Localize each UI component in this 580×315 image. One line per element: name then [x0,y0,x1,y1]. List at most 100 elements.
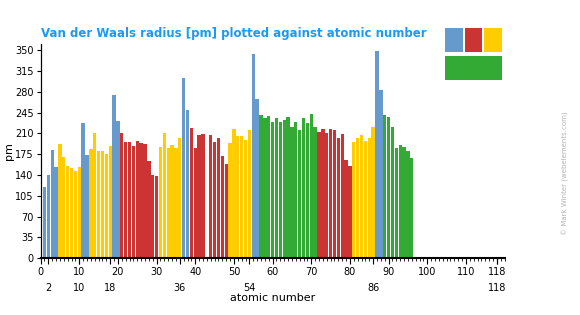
Bar [201,134,205,258]
Bar [465,28,482,52]
Bar [97,151,100,258]
Bar [387,117,390,258]
Bar [279,122,282,258]
Bar [252,54,255,258]
Bar [224,164,228,258]
Bar [333,130,336,258]
Bar [66,166,70,258]
Bar [256,99,259,258]
Bar [213,142,216,258]
Bar [398,145,402,258]
Bar [124,142,128,258]
Bar [209,135,212,258]
Bar [403,147,406,258]
Bar [298,130,302,258]
Bar [78,167,81,258]
Bar [89,149,92,258]
Bar [271,122,274,258]
Bar [287,117,290,258]
Bar [55,167,58,258]
Bar [244,140,247,258]
Bar [325,133,328,258]
Bar [395,148,398,258]
X-axis label: atomic number: atomic number [230,293,315,303]
Bar [70,168,73,258]
Bar [178,138,182,258]
Bar [58,144,61,258]
Bar [329,129,332,258]
Bar [345,159,348,258]
Bar [140,143,143,258]
Bar [294,122,298,258]
Bar [321,129,325,258]
Bar [85,155,89,258]
Bar [128,142,131,258]
Bar [62,157,66,258]
Bar [263,118,267,258]
Bar [236,136,240,258]
Bar [74,171,77,258]
Bar [391,127,394,258]
Bar [50,150,54,258]
Bar [314,127,317,258]
Bar [317,132,321,258]
Bar [162,133,166,258]
Bar [159,147,162,258]
Bar [151,175,154,258]
Bar [46,175,50,258]
Bar [356,138,360,258]
Bar [275,118,278,258]
Bar [445,56,502,81]
Bar [113,95,116,258]
Bar [375,51,379,258]
Bar [282,120,286,258]
Bar [352,142,356,258]
Bar [155,175,158,258]
Bar [43,187,46,258]
Text: Van der Waals radius [pm] plotted against atomic number: Van der Waals radius [pm] plotted agains… [41,27,426,40]
Y-axis label: pm: pm [3,142,14,160]
Bar [194,148,197,258]
Bar [147,161,151,258]
Bar [143,144,147,258]
Bar [291,127,293,258]
Bar [407,151,409,258]
Bar [104,154,108,258]
Text: © Mark Winter (webelements.com): © Mark Winter (webelements.com) [562,112,569,235]
Bar [259,116,263,258]
Bar [306,123,309,258]
Bar [445,28,463,52]
Bar [232,129,235,258]
Bar [267,116,270,258]
Bar [240,136,244,258]
Bar [217,138,220,258]
Bar [484,28,502,52]
Bar [229,143,232,258]
Bar [310,114,313,258]
Bar [136,141,139,258]
Bar [120,133,124,258]
Bar [221,156,224,258]
Bar [248,130,251,258]
Bar [368,138,371,258]
Bar [383,116,386,258]
Bar [108,146,112,258]
Bar [117,121,119,258]
Bar [93,133,96,258]
Bar [340,134,344,258]
Bar [81,123,85,258]
Bar [337,138,340,258]
Bar [198,135,201,258]
Bar [364,141,367,258]
Bar [349,166,351,258]
Bar [171,145,174,258]
Bar [175,148,177,258]
Bar [379,90,383,258]
Bar [410,158,414,258]
Bar [101,151,104,258]
Bar [186,110,189,258]
Bar [166,148,170,258]
Bar [190,128,193,258]
Bar [360,135,363,258]
Bar [372,127,375,258]
